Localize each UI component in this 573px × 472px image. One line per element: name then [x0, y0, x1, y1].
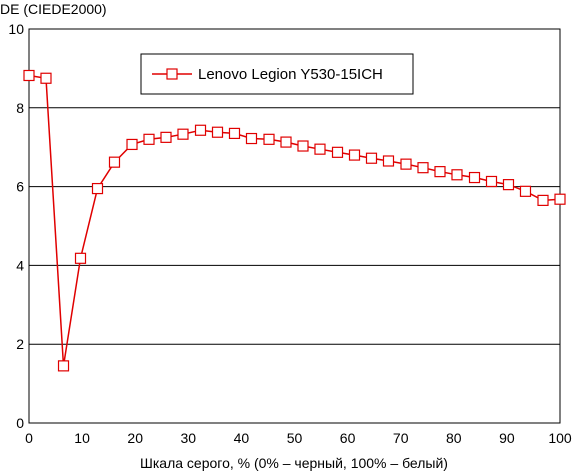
y-tick-label: 10 [8, 21, 24, 37]
y-tick-label: 0 [16, 415, 24, 431]
data-point [537, 194, 549, 206]
y-tick-label: 2 [16, 336, 24, 352]
plot-background [29, 29, 560, 423]
x-tick-label: 100 [548, 430, 572, 446]
data-point [451, 169, 463, 181]
x-tick-labels: 0 10 20 30 40 50 60 70 80 90 100 [25, 430, 572, 446]
data-point [365, 152, 378, 164]
data-point [314, 143, 326, 155]
x-tick-label: 20 [127, 430, 143, 446]
data-point [554, 193, 566, 205]
y-tick-label: 6 [16, 179, 24, 195]
data-point [331, 146, 344, 158]
data-point [400, 158, 412, 170]
data-point [434, 166, 446, 178]
y-tick-labels: 0 2 4 6 8 10 [8, 21, 24, 431]
data-point [280, 136, 292, 148]
data-point [108, 156, 121, 168]
data-point [177, 128, 189, 140]
data-point [348, 149, 361, 161]
x-tick-label: 90 [499, 430, 515, 446]
x-tick-label: 40 [234, 430, 250, 446]
data-point [74, 252, 87, 264]
legend-label: Lenovo Legion Y530-15ICH [198, 66, 383, 83]
data-point [468, 171, 481, 184]
legend-marker [166, 68, 178, 80]
data-point [245, 132, 258, 145]
y-axis-label: DE (CIEDE2000) [0, 1, 107, 17]
x-tick-label: 10 [74, 430, 90, 446]
data-point [485, 175, 498, 188]
legend: Lenovo Legion Y530-15ICH [140, 53, 414, 95]
data-point [91, 182, 104, 195]
series-group [23, 69, 566, 372]
data-point [382, 155, 395, 167]
data-point [126, 138, 138, 151]
data-point [417, 162, 429, 174]
data-point [23, 69, 35, 82]
data-point [211, 126, 224, 138]
x-tick-label: 0 [25, 430, 33, 446]
x-tick-label: 50 [287, 430, 303, 446]
data-point [194, 124, 207, 136]
x-tick-label: 70 [393, 430, 409, 446]
x-tick-label: 60 [340, 430, 356, 446]
gridlines [29, 107, 560, 345]
data-point [502, 179, 515, 191]
plot-frame [28, 28, 561, 424]
data-point [40, 72, 52, 84]
y-tick-label: 4 [16, 257, 24, 273]
x-tick-label: 30 [181, 430, 197, 446]
data-point [297, 140, 309, 152]
data-point [57, 360, 70, 372]
x-axis-label: Шкала серого, % (0% – черный, 100% – бел… [140, 455, 448, 471]
y-tick-label: 8 [16, 100, 24, 116]
x-tick-label: 80 [446, 430, 462, 446]
data-point [143, 133, 155, 145]
data-point [160, 131, 172, 143]
data-point [263, 133, 275, 145]
data-point [228, 127, 241, 140]
data-point [519, 185, 532, 197]
